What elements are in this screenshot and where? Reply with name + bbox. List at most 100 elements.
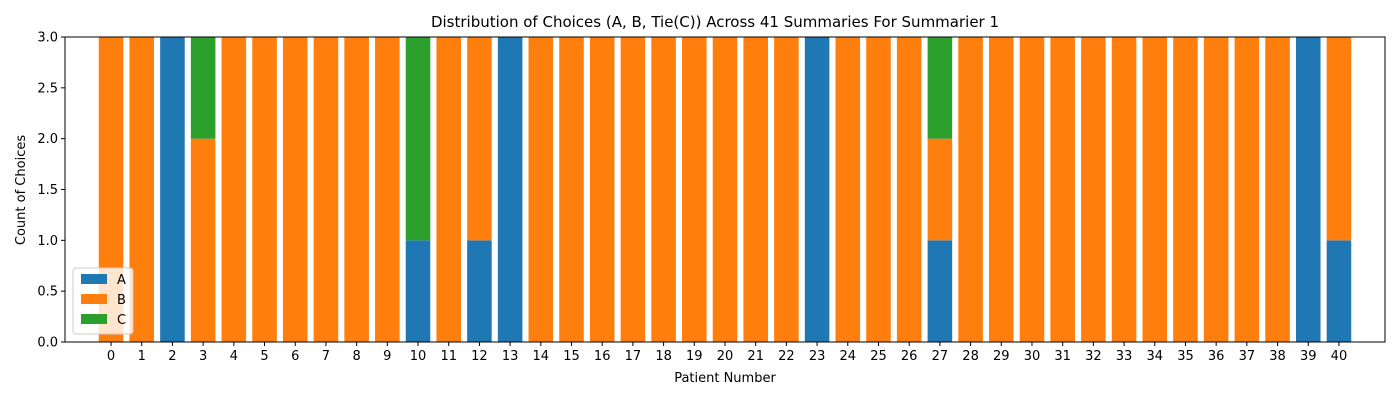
bar-B-patient-24 [835, 37, 861, 342]
bar-B-patient-18 [651, 37, 676, 342]
x-tick-label: 33 [1116, 349, 1133, 364]
x-tick-label: 3 [199, 349, 207, 364]
x-tick-label: 17 [625, 349, 642, 364]
legend-swatch-C [81, 314, 107, 324]
x-tick-label: 34 [1146, 349, 1163, 364]
y-tick-label: 1.5 [37, 183, 58, 198]
bar-A-patient-23 [804, 37, 830, 342]
x-tick-label: 24 [840, 349, 857, 364]
bar-A-patient-39 [1295, 37, 1321, 342]
bar-B-patient-14 [528, 37, 554, 342]
x-tick-label: 2 [168, 349, 176, 364]
x-tick-label: 0 [107, 349, 115, 364]
bar-B-patient-40 [1326, 37, 1352, 241]
legend-label-B: B [117, 293, 126, 308]
bar-B-patient-16 [589, 37, 615, 342]
bar-B-patient-12 [467, 37, 492, 241]
bar-B-patient-4 [221, 37, 247, 342]
x-tick-label: 8 [352, 349, 360, 364]
x-tick-label: 20 [717, 349, 734, 364]
x-tick-label: 10 [410, 349, 427, 364]
bar-A-patient-12 [467, 240, 492, 342]
y-tick-label: 3.0 [37, 31, 58, 46]
y-axis-label: Count of Choices [14, 135, 29, 245]
bar-B-patient-20 [712, 37, 738, 342]
x-tick-label: 38 [1269, 349, 1286, 364]
bar-B-patient-33 [1111, 37, 1137, 342]
bar-C-patient-10 [405, 37, 431, 241]
legend-swatch-B [81, 294, 107, 304]
x-tick-label: 5 [260, 349, 268, 364]
y-tick-label: 2.0 [37, 132, 58, 147]
bar-B-patient-3 [190, 138, 216, 342]
x-tick-label: 23 [809, 349, 826, 364]
x-tick-label: 16 [594, 349, 611, 364]
bar-A-patient-27 [927, 240, 953, 342]
bar-B-patient-32 [1081, 37, 1106, 342]
x-tick-label: 27 [932, 349, 949, 364]
bar-A-patient-2 [160, 37, 185, 342]
bar-B-patient-30 [1019, 37, 1045, 342]
bar-B-patient-37 [1234, 37, 1260, 342]
bar-B-patient-1 [129, 37, 155, 342]
x-tick-label: 18 [655, 349, 672, 364]
bar-A-patient-13 [497, 37, 523, 342]
bar-B-patient-28 [958, 37, 983, 342]
x-tick-label: 35 [1177, 349, 1194, 364]
y-tick-label: 2.5 [37, 81, 58, 96]
x-tick-label: 40 [1331, 349, 1348, 364]
bar-B-patient-9 [375, 37, 400, 342]
bar-B-patient-8 [344, 37, 369, 342]
x-tick-label: 13 [502, 349, 519, 364]
bar-B-patient-5 [252, 37, 277, 342]
bar-C-patient-3 [190, 37, 216, 139]
chart-title: Distribution of Choices (A, B, Tie(C)) A… [431, 13, 999, 31]
x-axis: 0 1 2 3 4 5 6 7 8 9 10 11 12 13 14 15 16 17 18 19 20 21 22 23 24… [107, 342, 1347, 364]
x-tick-label: 4 [230, 349, 238, 364]
bar-B-patient-34 [1142, 37, 1168, 342]
bar-B-patient-29 [989, 37, 1014, 342]
x-axis-label: Patient Number [674, 371, 776, 386]
x-tick-label: 21 [747, 349, 764, 364]
x-tick-label: 32 [1085, 349, 1102, 364]
bar-B-patient-25 [866, 37, 891, 342]
bar-B-patient-15 [559, 37, 584, 342]
bar-A-patient-40 [1326, 240, 1352, 342]
bar-B-patient-19 [682, 37, 707, 342]
x-tick-label: 6 [291, 349, 299, 364]
x-tick-label: 25 [870, 349, 887, 364]
legend: ABC [72, 267, 134, 335]
x-tick-label: 14 [533, 349, 550, 364]
x-tick-label: 12 [471, 349, 488, 364]
bar-B-patient-11 [436, 37, 461, 342]
x-tick-label: 9 [383, 349, 391, 364]
x-tick-label: 19 [686, 349, 703, 364]
bar-A-patient-10 [405, 240, 431, 342]
bar-B-patient-27 [927, 138, 953, 241]
bar-B-patient-21 [743, 37, 768, 342]
x-tick-label: 22 [778, 349, 795, 364]
legend-label-C: C [117, 313, 126, 328]
x-tick-label: 15 [563, 349, 580, 364]
x-tick-label: 36 [1208, 349, 1225, 364]
bar-B-patient-26 [896, 37, 922, 342]
plot-area [64, 36, 1386, 343]
bar-B-patient-38 [1265, 37, 1290, 342]
legend-label-A: A [117, 273, 126, 288]
bar-B-patient-7 [313, 37, 339, 342]
bar-B-patient-6 [282, 37, 308, 342]
bar-B-patient-36 [1203, 37, 1229, 342]
x-tick-label: 7 [322, 349, 330, 364]
y-tick-label: 0.5 [37, 285, 58, 300]
bar-C-patient-27 [927, 37, 953, 139]
y-tick-label: 0.0 [37, 336, 58, 351]
x-tick-label: 11 [440, 349, 457, 364]
y-axis: 0.0 0.5 1.0 1.5 2.0 2.5 3.0 [37, 31, 65, 351]
x-tick-label: 1 [138, 349, 146, 364]
legend-swatch-A [81, 274, 107, 284]
x-tick-label: 30 [1024, 349, 1041, 364]
bar-B-patient-22 [774, 37, 799, 342]
bar-B-patient-17 [620, 37, 646, 342]
x-tick-label: 39 [1300, 349, 1317, 364]
